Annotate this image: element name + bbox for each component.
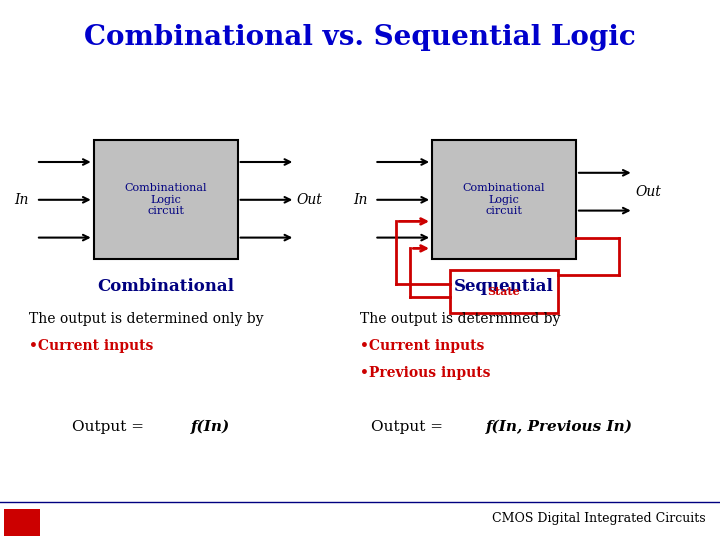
Text: •Current inputs: •Current inputs	[360, 339, 485, 353]
Text: f(In): f(In)	[191, 420, 230, 434]
Text: Output =: Output =	[72, 420, 149, 434]
Text: State: State	[487, 286, 521, 297]
Text: Combinational vs. Sequential Logic: Combinational vs. Sequential Logic	[84, 24, 636, 51]
Text: Out: Out	[635, 185, 661, 199]
Text: Output =: Output =	[371, 420, 448, 434]
Text: In: In	[14, 193, 29, 207]
Text: •Current inputs: •Current inputs	[29, 339, 153, 353]
Text: •Previous inputs: •Previous inputs	[360, 366, 490, 380]
Text: Combinational
Logic
circuit: Combinational Logic circuit	[125, 183, 207, 217]
FancyBboxPatch shape	[432, 140, 576, 259]
Text: 2: 2	[29, 511, 37, 525]
Text: The output is determined only by: The output is determined only by	[29, 312, 264, 326]
Text: Combinational
Logic
circuit: Combinational Logic circuit	[463, 183, 545, 217]
Text: Sequential: Sequential	[454, 278, 554, 295]
Text: CMOS Digital Integrated Circuits: CMOS Digital Integrated Circuits	[492, 512, 706, 525]
Text: Out: Out	[297, 193, 323, 207]
FancyBboxPatch shape	[4, 509, 40, 536]
FancyBboxPatch shape	[450, 270, 558, 313]
Text: The output is determined by: The output is determined by	[360, 312, 560, 326]
Text: Combinational: Combinational	[97, 278, 234, 295]
FancyBboxPatch shape	[94, 140, 238, 259]
Text: f(In, Previous In): f(In, Previous In)	[486, 420, 633, 434]
Text: In: In	[353, 193, 367, 207]
